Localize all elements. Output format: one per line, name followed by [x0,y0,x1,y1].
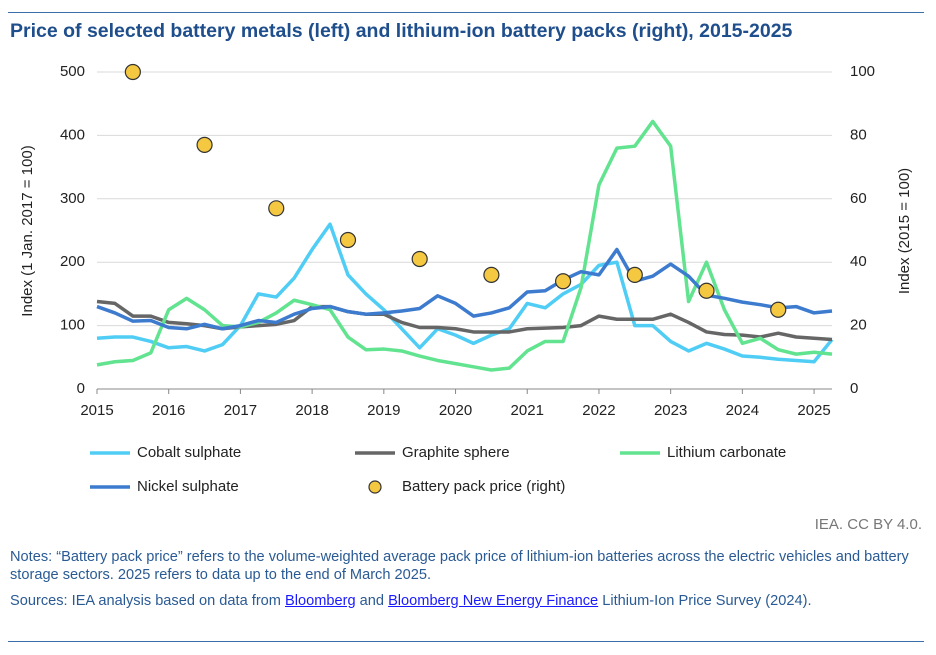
source-link[interactable]: Bloomberg New Energy Finance [388,593,599,609]
legend-label: Battery pack price (right) [402,478,565,495]
x-tick-label: 2019 [367,402,400,419]
battery-point [339,231,357,249]
battery-point [626,266,643,283]
x-tick-label: 2018 [295,402,328,419]
y2-tick-label: 100 [850,63,875,80]
series-line [96,222,834,364]
y-axis-label: Index (1 Jan. 2017 = 100) [19,145,36,316]
x-tick-label: 2022 [582,402,615,419]
y2-tick-label: 80 [850,126,867,143]
x-tick-label: 2023 [654,402,687,419]
battery-point [483,266,500,283]
battery-point [268,200,285,217]
x-tick-label: 2025 [797,402,830,419]
source-link[interactable]: Bloomberg [285,593,356,609]
bottom-rule [8,641,924,642]
battery-point [554,273,572,290]
legend-label: Lithium carbonate [667,444,786,461]
y2-axis-label: Index (2015 = 100) [896,168,913,294]
x-tick-label: 2020 [439,402,472,419]
legend-label: Graphite sphere [402,444,510,461]
battery-point [196,136,213,154]
y-tick-label: 400 [60,126,85,143]
sources-text: Lithium-Ion Price Survey (2024). [602,593,812,609]
x-tick-label: 2021 [511,402,544,419]
chart: Index (1 Jan. 2017 = 100) Index (2015 = … [19,63,913,495]
legend-marker [368,480,382,494]
credit: IEA. CC BY 4.0. [814,516,922,533]
chart-title: Price of selected battery metals (left) … [10,20,793,42]
y-tick-label: 200 [60,253,85,270]
x-tick-label: 2016 [152,402,185,419]
battery-point [411,250,428,268]
notes: Notes: “Battery pack price” refers to th… [10,549,909,583]
series-line [96,119,833,372]
battery-point [124,63,141,81]
legend-label: Cobalt sulphate [137,444,241,461]
legend-label: Nickel sulphate [137,478,239,495]
y-tick-label: 300 [60,190,85,207]
series-line [96,247,833,331]
x-tick-label: 2024 [726,402,759,419]
y2-tick-label: 40 [850,253,867,270]
y-tick-label: 100 [60,317,85,334]
x-tick-label: 2017 [224,402,257,419]
y2-tick-label: 20 [850,317,867,334]
y2-tick-label: 60 [850,190,867,207]
y2-tick-label: 0 [850,380,858,397]
sources: Sources: IEA analysis based on data from… [10,592,920,610]
x-tick-label: 2015 [80,402,113,419]
sources-text: Sources: IEA analysis based on data from [10,593,281,609]
y-tick-label: 500 [60,63,85,80]
y-tick-label: 0 [77,380,85,397]
top-rule [8,12,924,13]
battery-point [698,282,715,299]
sources-text: and [359,593,385,609]
battery-point [770,301,787,318]
